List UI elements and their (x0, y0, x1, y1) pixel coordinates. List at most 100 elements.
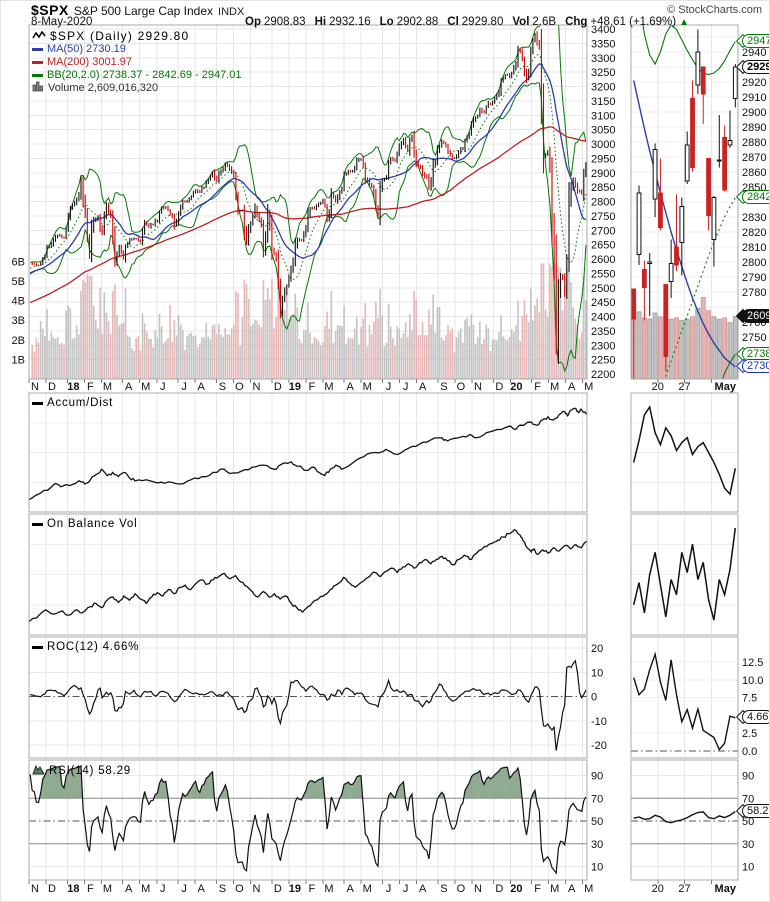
mini-price-tick-2760: 2760 (742, 317, 766, 329)
month-label-bottom: M (584, 883, 593, 895)
month-label: 18 (67, 381, 79, 393)
month-label: A (197, 381, 205, 393)
quote-date: 8-May-2020 (31, 16, 93, 28)
month-label-bottom: 19 (289, 883, 301, 895)
price-tick-2700: 2700 (591, 225, 615, 237)
index-name: S&P 500 Large Cap Index (73, 4, 214, 18)
rsi-overbought-fill (302, 777, 325, 799)
price-tick-2250: 2250 (591, 355, 615, 367)
month-label-bottom: F (309, 883, 316, 895)
mini-week-label: May (715, 381, 737, 393)
month-label-bottom: J (160, 883, 166, 895)
rsi-tick-10: 10 (591, 862, 603, 874)
rsi-tick-90: 90 (591, 771, 603, 783)
month-label-bottom: 20 (510, 883, 522, 895)
main-legend: $SPX (Daily) 2929.80 MA(50) 2730.19 MA(2… (32, 30, 241, 95)
month-label: M (103, 381, 112, 393)
price-tick-2850: 2850 (591, 182, 615, 194)
rsi-tick-50: 50 (591, 816, 603, 828)
month-label: D (495, 381, 503, 393)
month-label-bottom: A (197, 883, 205, 895)
accum-dist-panel-border (28, 392, 588, 513)
volume-tick-1B: 1B (12, 354, 25, 366)
month-label-bottom: J (403, 883, 409, 895)
volume-tick-4B: 4B (12, 296, 25, 308)
mini-roc-tick-12.5: 12.5 (742, 657, 763, 669)
legend-spx: $SPX (Daily) 2929.80 (32, 30, 241, 43)
month-label: J (403, 381, 409, 393)
quote-high: Hi 2932.16 (314, 16, 371, 28)
mini-accum-dist-line (632, 405, 737, 496)
month-label: A (568, 381, 576, 393)
month-label: F (309, 381, 316, 393)
mini-obv-line (632, 527, 737, 621)
mini-rsi-tick-50: 50 (742, 816, 754, 828)
price-squiggle-icon (32, 30, 46, 44)
month-label-bottom: J (181, 883, 187, 895)
month-label: S (440, 381, 447, 393)
month-label: A (125, 381, 133, 393)
mini-week-label-bottom: 20 (652, 883, 664, 895)
mini-rsi-tick-90: 90 (742, 771, 754, 783)
quote-row: 8-May-2020 Op 2908.83 Hi 2932.16 Lo 2902.88 Cl 2… (31, 16, 766, 28)
price-tick-3250: 3250 (591, 67, 615, 79)
month-label-bottom: A (568, 883, 576, 895)
price-tick-3400: 3400 (591, 24, 615, 36)
month-label-bottom: 18 (67, 883, 79, 895)
month-label: N (474, 381, 482, 393)
price-tick-3350: 3350 (591, 38, 615, 50)
month-label-bottom: M (363, 883, 372, 895)
month-label: J (181, 381, 187, 393)
rsi-tick-30: 30 (591, 839, 603, 851)
month-label-bottom: D (495, 883, 503, 895)
mini-roc-tick-7.5: 7.5 (742, 693, 757, 705)
roc-tick-0: 0 (591, 692, 597, 704)
month-label-bottom: A (125, 883, 133, 895)
roc-line (30, 659, 587, 751)
rsi-mini-panel-border (630, 759, 739, 881)
mini-price-tick-2870: 2870 (742, 152, 766, 164)
mini-week-label-bottom: 27 (678, 883, 690, 895)
mini-price-tick-2900: 2900 (742, 107, 766, 119)
mini-price-tick-2780: 2780 (742, 287, 766, 299)
bb-lower-line (29, 82, 587, 373)
main-candlesticks (31, 29, 587, 364)
ma50-line (29, 63, 587, 274)
month-label-bottom: A (419, 883, 427, 895)
main-volume-bars (31, 263, 587, 379)
roc-tick-10: 10 (591, 667, 603, 679)
roc-mini-panel-border (630, 636, 739, 759)
month-label-bottom: M (141, 883, 150, 895)
mini-price-tick-2810: 2810 (742, 242, 766, 254)
roc-title: ROC(12) 4.66% (32, 641, 139, 653)
price-tick-2300: 2300 (591, 340, 615, 352)
month-label-bottom: J (386, 883, 392, 895)
mini-price-tick-2820: 2820 (742, 227, 766, 239)
roc-tick-20: 20 (591, 643, 603, 655)
quote-low: Lo 2902.88 (379, 16, 439, 28)
obv-line (28, 528, 588, 623)
month-label: N (31, 381, 39, 393)
price-tick-2750: 2750 (591, 211, 615, 223)
volume-tick-5B: 5B (12, 276, 25, 288)
roc-panel-border (28, 636, 588, 759)
month-label: M (141, 381, 150, 393)
price-tick-2600: 2600 (591, 254, 615, 266)
quote-close: Cl 2929.80 (447, 16, 504, 28)
month-label-bottom: O (457, 883, 466, 895)
price-tick-2950: 2950 (591, 153, 615, 165)
rsi-overbought-fill (339, 775, 363, 799)
month-label-bottom: D (48, 883, 56, 895)
mini-price-tick-2830: 2830 (742, 212, 766, 224)
title-row: $SPX S&P 500 Large Cap Index INDX © StockC… (31, 2, 766, 20)
price-tick-3000: 3000 (591, 139, 615, 151)
mini-roc-tick-2.5: 2.5 (742, 728, 757, 740)
roc-line-icon (32, 645, 43, 649)
price-tick-3100: 3100 (591, 110, 615, 122)
month-label-bottom: M (103, 883, 112, 895)
month-label: O (235, 381, 244, 393)
mini-roc-line (633, 651, 736, 751)
price-panel-border (28, 24, 588, 380)
copyright: © StockCharts.com (667, 4, 762, 16)
